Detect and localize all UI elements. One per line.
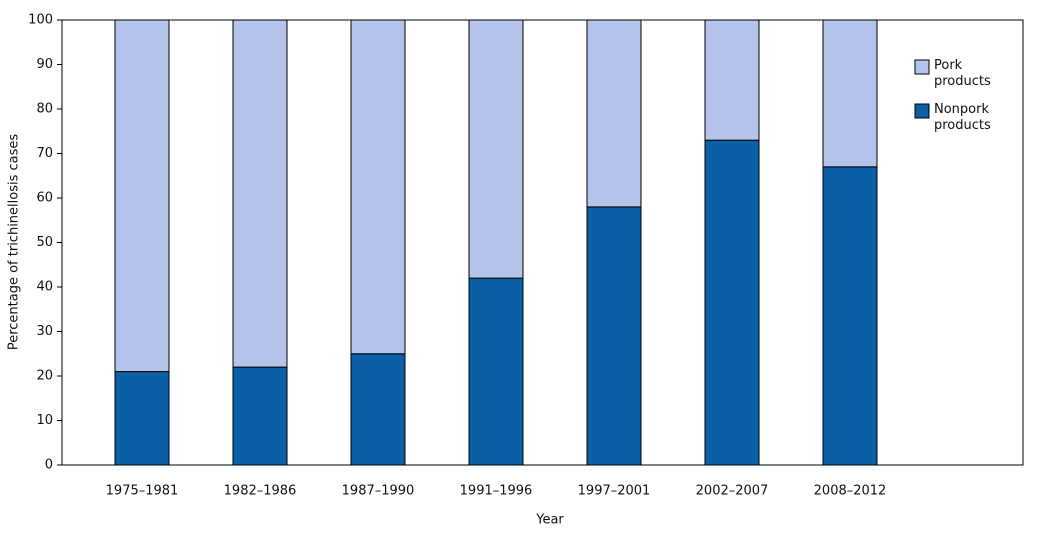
bar-segment: [822, 19, 878, 168]
bar-segment: [586, 206, 642, 466]
y-tick-label: 70: [36, 146, 53, 161]
legend-label: Pork products: [934, 58, 991, 89]
legend-swatch: [914, 59, 930, 75]
y-tick-label: 30: [36, 324, 53, 339]
bar-segment: [114, 19, 170, 373]
plot-frame: [61, 19, 1024, 466]
y-tick-label: 10: [36, 413, 53, 428]
legend-swatch: [914, 103, 930, 119]
bar-segment: [704, 19, 760, 141]
x-axis-label: Year: [535, 513, 564, 528]
x-tick-label: 1987–1990: [342, 484, 415, 499]
y-tick-label: 60: [36, 191, 53, 206]
bar-segment: [350, 353, 406, 466]
bar-segment: [232, 19, 288, 368]
legend-label: Nonpork products: [934, 102, 991, 133]
x-tick-label: 2008–2012: [814, 484, 887, 499]
y-tick-label: 0: [45, 458, 53, 473]
y-tick-label: 80: [36, 102, 53, 117]
bar-segment: [822, 166, 878, 466]
y-tick-label: 20: [36, 369, 53, 384]
x-tick-label: 1997–2001: [578, 484, 651, 499]
y-axis-label: Percentage of trichinellosis cases: [7, 134, 22, 351]
bar-segment: [704, 139, 760, 466]
bar-segment: [232, 366, 288, 466]
bar-segment: [586, 19, 642, 208]
y-tick-label: 50: [36, 235, 53, 250]
y-tick-label: 40: [36, 280, 53, 295]
x-tick-label: 1982–1986: [224, 484, 297, 499]
y-tick-label: 90: [36, 57, 53, 72]
x-tick-label: 1991–1996: [460, 484, 533, 499]
bar-segment: [350, 19, 406, 355]
x-tick-label: 2002–2007: [696, 484, 769, 499]
bar-segment: [114, 371, 170, 466]
bar-segment: [468, 19, 524, 279]
y-tick-label: 100: [28, 13, 53, 28]
x-tick-label: 1975–1981: [106, 484, 179, 499]
bar-segment: [468, 277, 524, 466]
